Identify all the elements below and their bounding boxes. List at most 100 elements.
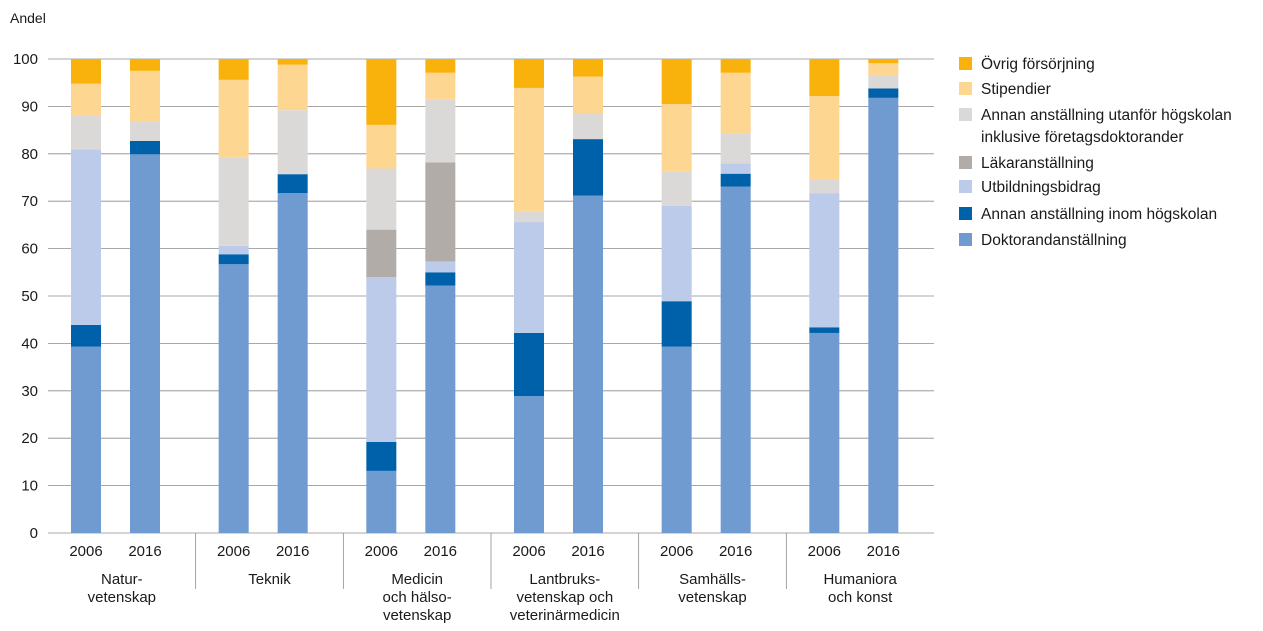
bar-stack xyxy=(661,59,692,533)
bar-segment xyxy=(809,59,840,96)
bar-segment xyxy=(868,88,899,98)
bar-segment xyxy=(661,59,692,105)
bar-stack xyxy=(130,59,160,534)
group-label: vetenskap xyxy=(88,589,156,606)
x-tick-label: 2016 xyxy=(128,543,161,560)
legend-item: Annan anställning inom högskolan xyxy=(959,206,1217,223)
bar-segment xyxy=(71,324,101,347)
x-tick-label: 2006 xyxy=(512,543,545,560)
legend-label: Övrig försörjning xyxy=(981,55,1095,73)
bar-segment xyxy=(277,59,308,65)
bar-segment xyxy=(425,72,456,100)
bar-segment xyxy=(218,79,249,158)
group-label: och hälso- xyxy=(383,589,452,606)
group-label: vetenskap xyxy=(678,589,746,606)
bar-segment xyxy=(661,171,692,206)
bar-segment xyxy=(868,59,899,64)
bar-segment xyxy=(130,70,160,122)
y-tick-label: 30 xyxy=(21,383,38,400)
bar-segment xyxy=(514,222,544,333)
legend-swatch xyxy=(959,108,972,121)
bar-segment xyxy=(573,59,603,77)
legend-swatch xyxy=(959,82,972,95)
x-tick-label: 2016 xyxy=(424,543,457,560)
bar-segment xyxy=(366,59,397,125)
y-tick-label: 0 xyxy=(30,525,38,542)
bar-stack xyxy=(425,59,456,533)
bar-stack xyxy=(218,59,249,533)
legend-swatch xyxy=(959,207,972,220)
y-tick-label: 70 xyxy=(21,193,38,210)
x-tick-label: 2016 xyxy=(719,543,752,560)
bar-segment xyxy=(277,193,308,533)
bar-segment xyxy=(661,301,692,347)
bar-segment xyxy=(720,72,751,134)
legend-label: Stipendier xyxy=(981,81,1051,98)
group-label: och konst xyxy=(828,589,893,606)
bar-segment xyxy=(130,154,160,534)
x-tick-label: 2016 xyxy=(867,543,900,560)
bar-segment xyxy=(425,272,456,286)
bar-stack xyxy=(809,59,840,533)
bar-segment xyxy=(868,63,899,77)
x-tick-label: 2006 xyxy=(217,543,250,560)
bar-segment xyxy=(514,59,544,88)
legend-item: Doktorandanställning xyxy=(959,232,1127,249)
bars xyxy=(71,59,899,534)
x-tick-label: 2006 xyxy=(69,543,102,560)
bar-segment xyxy=(720,186,751,534)
bar-segment xyxy=(809,327,840,333)
legend-label: inklusive företagsdoktorander xyxy=(981,129,1183,146)
bar-segment xyxy=(661,346,692,533)
group-label: Samhälls- xyxy=(679,571,746,588)
legend-swatch xyxy=(959,180,972,193)
y-tick-label: 20 xyxy=(21,430,38,447)
bar-segment xyxy=(218,245,249,255)
bar-segment xyxy=(868,76,899,89)
bar-segment xyxy=(130,59,160,71)
x-tick-label: 2016 xyxy=(276,543,309,560)
bar-stack xyxy=(71,59,101,533)
bar-segment xyxy=(71,115,101,150)
legend-item: Annan anställning utanför högskolan inklu… xyxy=(959,107,1232,146)
bar-segment xyxy=(277,64,308,111)
bar-stack xyxy=(366,59,397,533)
bar-segment xyxy=(573,195,603,533)
bar-stack xyxy=(277,59,308,533)
bar-segment xyxy=(720,133,751,164)
legend-item: Övrig försörjning xyxy=(959,55,1095,73)
bar-stack xyxy=(720,59,751,534)
bar-segment xyxy=(809,332,840,533)
group-label: Teknik xyxy=(248,571,291,588)
bar-segment xyxy=(130,121,160,142)
bar-segment xyxy=(809,95,840,180)
group-label: Humaniora xyxy=(823,571,897,588)
bar-segment xyxy=(425,285,456,533)
bar-segment xyxy=(218,59,249,80)
bar-segment xyxy=(366,277,397,442)
bar-segment xyxy=(425,162,456,262)
group-label: vetenskap och xyxy=(516,589,613,606)
x-tick-label: 2016 xyxy=(571,543,604,560)
group-label: veterinärmedicin xyxy=(510,607,620,624)
y-tick-label: 60 xyxy=(21,241,38,258)
bar-segment xyxy=(130,141,160,155)
bar-segment xyxy=(809,179,840,194)
x-tick-label: 2006 xyxy=(808,543,841,560)
legend-item: Utbildningsbidrag xyxy=(959,179,1101,196)
bar-segment xyxy=(809,193,840,328)
group-label: vetenskap xyxy=(383,607,451,624)
y-axis-title: Andel xyxy=(10,10,46,26)
y-tick-label: 40 xyxy=(21,335,38,352)
legend-label: Annan anställning inom högskolan xyxy=(981,206,1217,223)
bar-segment xyxy=(661,104,692,172)
bar-segment xyxy=(425,99,456,163)
legend-swatch xyxy=(959,156,972,169)
x-tick-label: 2006 xyxy=(365,543,398,560)
bar-segment xyxy=(514,211,544,223)
bar-segment xyxy=(514,87,544,212)
y-axis-ticks: 0 10 20 30 40 50 60 70 80 90 100 xyxy=(13,51,38,542)
bar-segment xyxy=(366,470,397,533)
